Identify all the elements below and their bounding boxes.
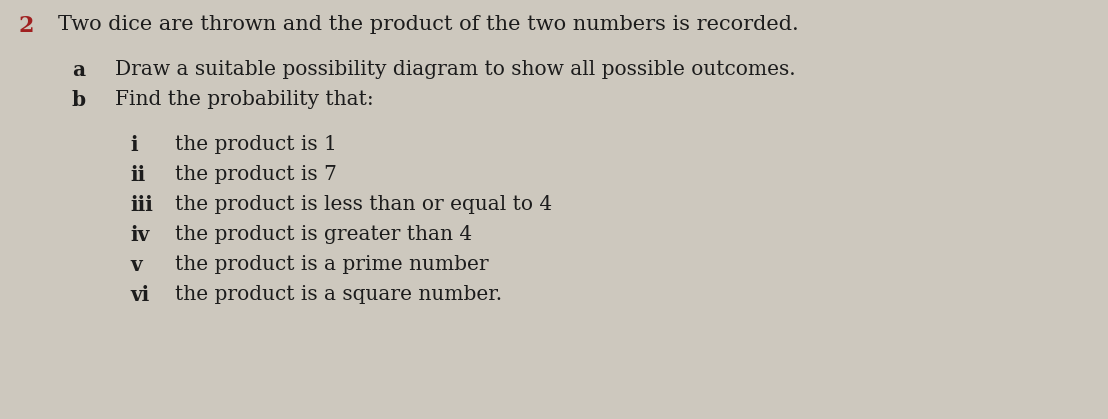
Text: the product is 1: the product is 1	[175, 135, 337, 154]
Text: the product is less than or equal to 4: the product is less than or equal to 4	[175, 195, 552, 214]
Text: b: b	[72, 90, 86, 110]
Text: 2: 2	[18, 15, 33, 37]
Text: the product is a prime number: the product is a prime number	[175, 255, 489, 274]
Text: ii: ii	[130, 165, 145, 185]
Text: Find the probability that:: Find the probability that:	[115, 90, 373, 109]
Text: Two dice are thrown and the product of the two numbers is recorded.: Two dice are thrown and the product of t…	[58, 15, 799, 34]
Text: the product is 7: the product is 7	[175, 165, 337, 184]
Text: i: i	[130, 135, 137, 155]
Text: iv: iv	[130, 225, 150, 245]
Text: vi: vi	[130, 285, 150, 305]
Text: v: v	[130, 255, 142, 275]
Text: a: a	[72, 60, 85, 80]
Text: the product is a square number.: the product is a square number.	[175, 285, 502, 304]
Text: iii: iii	[130, 195, 153, 215]
Text: Draw a suitable possibility diagram to show all possible outcomes.: Draw a suitable possibility diagram to s…	[115, 60, 796, 79]
Text: the product is greater than 4: the product is greater than 4	[175, 225, 472, 244]
